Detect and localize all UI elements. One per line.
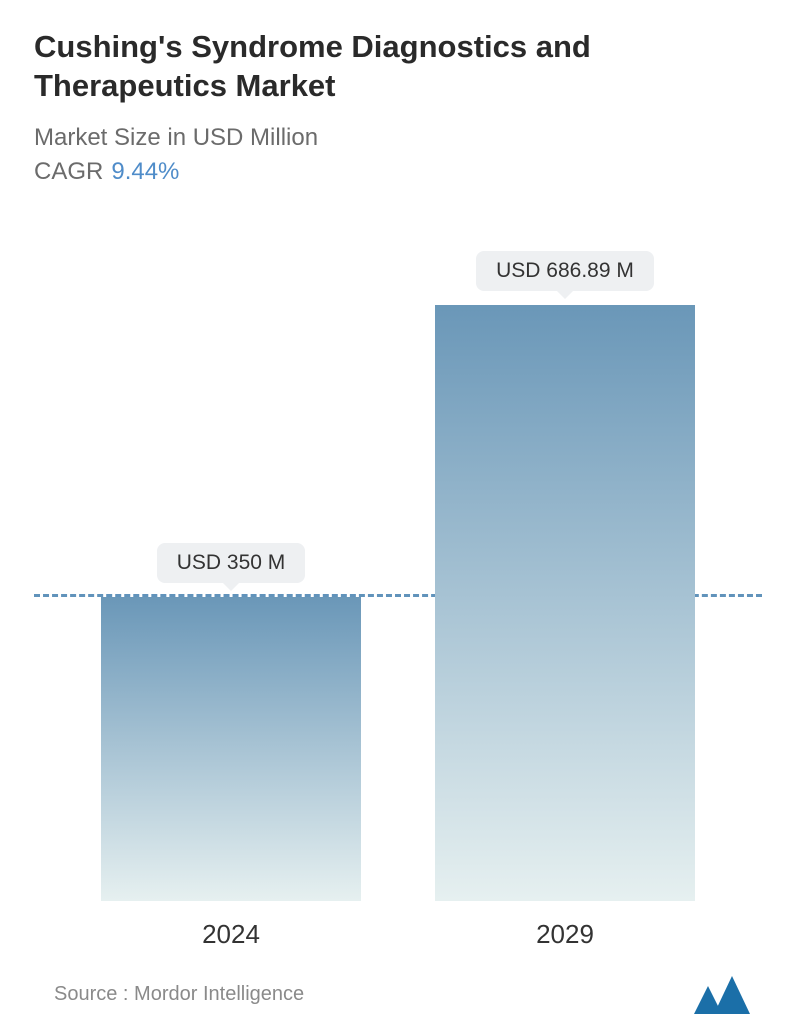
chart-footer: Source : Mordor Intelligence: [34, 950, 762, 1014]
chart-subtitle: Market Size in USD Million: [34, 124, 762, 152]
bar-group: USD 350 M: [91, 543, 371, 901]
bar-group: USD 686.89 M: [425, 251, 705, 901]
source-label: Source :: [54, 983, 128, 1005]
source-text: Source : Mordor Intelligence: [54, 983, 304, 1006]
chart-title: Cushing's Syndrome Diagnostics and Thera…: [34, 28, 762, 106]
chart-area: USD 350 M USD 686.89 M: [34, 216, 762, 902]
x-axis-label: 2029: [425, 919, 705, 950]
bar-value-label: USD 350 M: [157, 543, 306, 583]
cagr-value: 9.44%: [111, 158, 179, 185]
bar-value-label: USD 686.89 M: [476, 251, 654, 291]
x-axis-label: 2024: [91, 919, 371, 950]
source-name: Mordor Intelligence: [134, 983, 304, 1005]
bar: [101, 597, 361, 901]
cagr-label: CAGR: [34, 158, 103, 185]
bars-container: USD 350 M USD 686.89 M: [34, 216, 762, 902]
cagr-line: CAGR 9.44%: [34, 158, 762, 186]
bar: [435, 305, 695, 901]
brand-logo-icon: [692, 974, 752, 1014]
x-axis: 2024 2029: [34, 901, 762, 950]
